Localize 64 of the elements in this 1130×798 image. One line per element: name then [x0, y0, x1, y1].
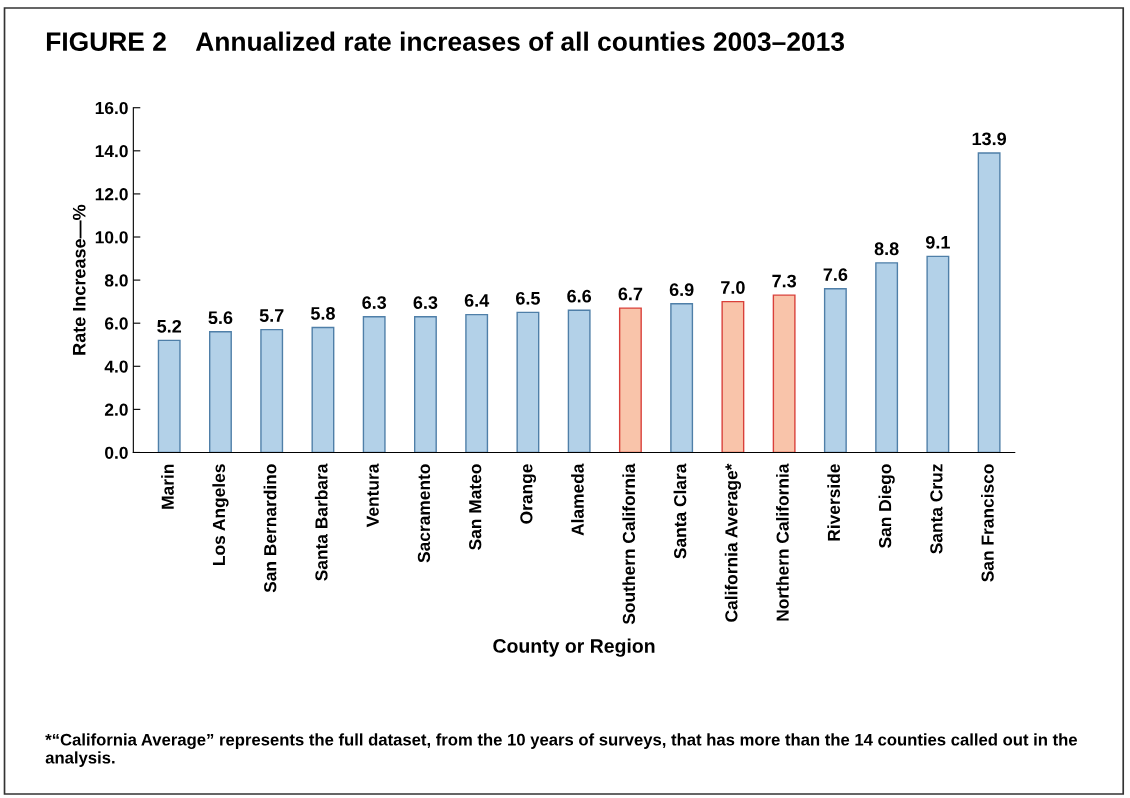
x-tick-label: Santa Barbara [314, 463, 328, 581]
data-label: 7.3 [772, 274, 797, 288]
bar [311, 326, 335, 453]
data-label: 13.9 [972, 132, 1007, 146]
x-axis-title: County or Region [493, 638, 655, 657]
data-label: 6.9 [669, 283, 694, 297]
x-tick-label: Marin [161, 464, 174, 509]
bar [977, 152, 1001, 453]
x-tick-label: San Bernardino [263, 464, 277, 593]
bar [823, 288, 847, 453]
y-tick-label: 10.0 [95, 231, 128, 244]
bar [465, 313, 489, 453]
data-label: 6.4 [464, 294, 490, 307]
bar [413, 316, 437, 453]
data-label: 5.8 [310, 306, 335, 320]
y-tick-label: 16.0 [95, 101, 128, 115]
bar [157, 339, 181, 453]
data-label: 5.6 [208, 311, 233, 325]
data-label: 6.7 [618, 287, 643, 301]
x-tick-label: San Diego [878, 464, 895, 548]
data-label: 5.7 [259, 309, 284, 322]
x-tick-label: San Francisco [981, 464, 994, 582]
x-tick-label: Los Angeles [212, 464, 229, 565]
data-label: 7.0 [721, 281, 745, 294]
bar [772, 294, 796, 453]
data-label: 6.3 [413, 296, 438, 310]
x-tick-label: Santa Clara [673, 463, 687, 559]
bar [721, 300, 745, 453]
data-label: 8.8 [874, 242, 899, 256]
data-label: 6.3 [362, 296, 387, 310]
x-tick-label: Orange [520, 464, 537, 524]
bar [362, 316, 386, 453]
x-tick-label: Alameda [571, 463, 584, 536]
x-tick-label: Northern California [776, 463, 789, 621]
bar [875, 262, 899, 453]
x-tick-label: Riverside [827, 464, 841, 541]
bar [618, 307, 642, 453]
x-tick-label: Santa Cruz [930, 464, 943, 554]
data-label: 6.5 [516, 291, 540, 305]
bar [516, 311, 540, 453]
data-label: 6.6 [567, 289, 592, 303]
y-tick-label: 4.0 [104, 360, 128, 373]
y-tick-label: 2.0 [104, 403, 128, 416]
bar [208, 331, 232, 453]
y-tick-label: 8.0 [104, 274, 128, 287]
bar [567, 309, 591, 453]
bar [670, 303, 694, 453]
bar [926, 255, 950, 453]
y-axis-title: Rate Increase—% [72, 204, 86, 355]
x-tick-label: San Mateo [469, 464, 482, 550]
bar [260, 328, 284, 453]
y-tick-label: 14.0 [95, 144, 128, 158]
x-tick-label: Southern California [622, 463, 636, 625]
chart-title: FIGURE 2 Annualized rate increases of all counties 2003–2013 [46, 31, 845, 52]
y-tick-label: 0.0 [105, 446, 128, 459]
x-tick-label: California Average* [724, 463, 742, 622]
x-tick-label: Ventura [366, 463, 379, 528]
x-tick-label: Sacramento [417, 464, 431, 563]
data-label: 7.6 [823, 268, 848, 281]
y-tick-label: 6.0 [104, 317, 128, 330]
text: *“California Average” represents the full dataset, from the 10 years of surveys, that has more than the 14 counties called out in the analysis. [45, 733, 1078, 767]
data-label: 9.1 [925, 235, 950, 249]
data-label: 5.2 [157, 319, 182, 333]
y-tick-label: 12.0 [95, 188, 128, 201]
